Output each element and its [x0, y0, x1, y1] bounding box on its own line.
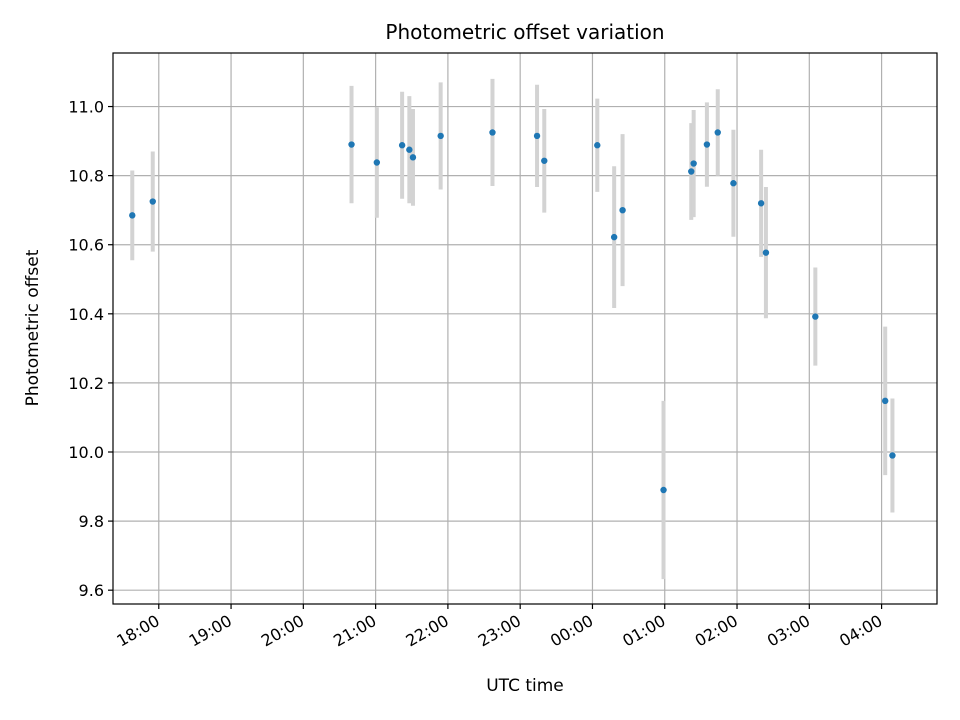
y-tick-label: 10.6: [68, 236, 104, 255]
x-tick-label: 21:00: [330, 611, 379, 651]
data-point: [348, 141, 355, 148]
data-point: [762, 249, 770, 256]
x-tick-label: 01:00: [619, 611, 668, 651]
data-point: [660, 486, 667, 494]
y-tick-label: 10.0: [68, 443, 104, 462]
y-axis-ticks: 9.6 9.8 10.0 10.2 10.4 10.6 10.8 11.0: [68, 98, 113, 600]
x-tick-label: 23:00: [475, 611, 524, 651]
data-point: [129, 212, 136, 219]
x-tick-label: 18:00: [113, 611, 162, 651]
x-tick-label: 22:00: [402, 611, 451, 651]
data-point: [409, 154, 417, 161]
data-point: [690, 160, 697, 167]
data-point: [373, 159, 381, 166]
x-axis-label: UTC time: [486, 676, 564, 696]
y-tick-label: 10.2: [68, 374, 104, 393]
data-point: [714, 129, 721, 136]
x-tick-label: 20:00: [258, 611, 307, 651]
data-point: [437, 132, 444, 140]
data-point: [688, 168, 695, 175]
data-point: [541, 157, 548, 164]
y-tick-label: 10.8: [68, 167, 104, 186]
y-tick-label: 11.0: [68, 98, 104, 117]
grid-lines: [113, 53, 937, 604]
data-point: [730, 180, 737, 187]
data-point: [149, 198, 156, 205]
data-points: [129, 129, 896, 494]
x-tick-label: 03:00: [764, 611, 813, 651]
data-point: [489, 129, 496, 136]
data-point: [610, 233, 618, 241]
x-tick-label: 02:00: [692, 611, 741, 651]
data-point: [757, 200, 765, 207]
data-point: [889, 452, 896, 459]
plot-area-frame: [112, 52, 938, 605]
x-tick-label: 04:00: [836, 611, 885, 651]
data-point: [398, 142, 406, 149]
y-tick-label: 9.6: [79, 581, 104, 600]
error-bars: [130, 78, 895, 580]
data-point: [594, 142, 601, 149]
x-tick-label: 19:00: [186, 611, 235, 651]
data-point: [619, 206, 626, 214]
data-point: [406, 146, 413, 153]
data-point: [533, 132, 541, 140]
x-axis-ticks: 18:00 19:00 20:00 21:00 22:00 23:00 00:00 01:00…: [113, 604, 886, 651]
y-tick-label: 9.8: [79, 512, 104, 531]
chart-title: Photometric offset variation: [385, 20, 664, 44]
data-point: [812, 313, 819, 320]
y-axis-label: Photometric offset: [23, 249, 43, 406]
x-tick-label: 00:00: [547, 611, 596, 651]
data-point: [703, 141, 711, 148]
y-tick-label: 10.4: [68, 305, 104, 324]
data-point: [881, 397, 889, 405]
